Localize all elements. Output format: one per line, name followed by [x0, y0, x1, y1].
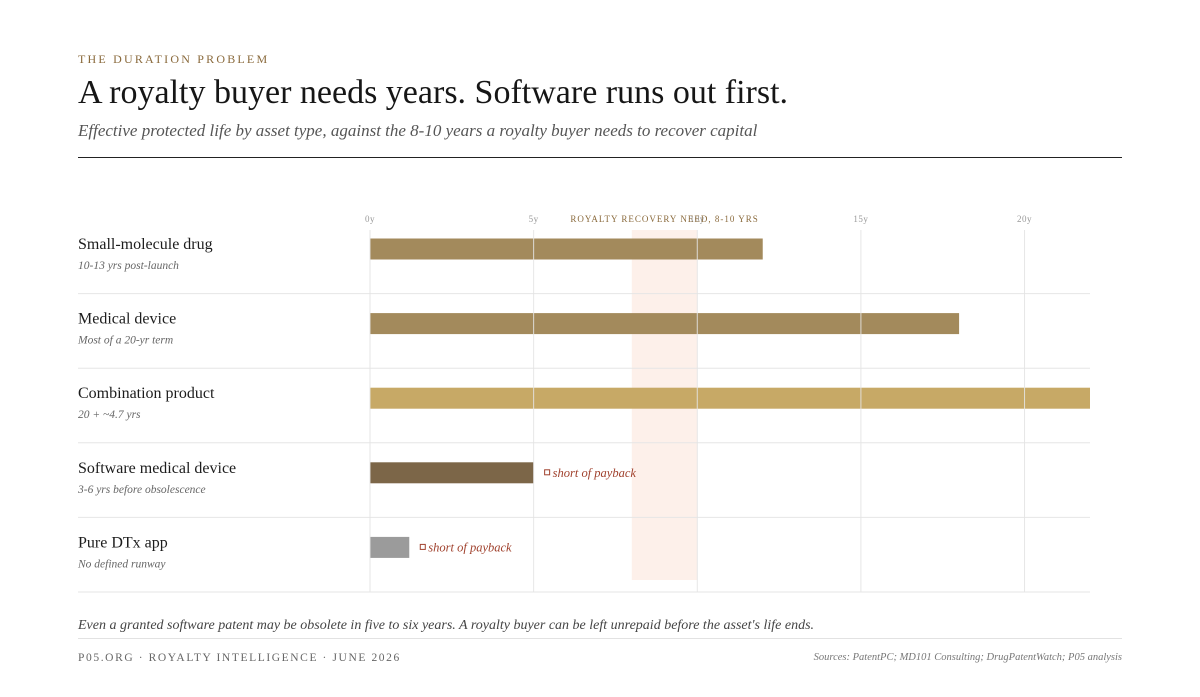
- warning-square-icon: [419, 543, 426, 550]
- footer-credit: P05.ORG · ROYALTY INTELLIGENCE · JUNE 20…: [78, 652, 401, 664]
- row-label: Small-molecule drug: [78, 236, 213, 253]
- row-sublabel: Most of a 20-yr term: [77, 335, 173, 347]
- x-tick-label: 15y: [853, 214, 868, 224]
- recovery-band-label: ROYALTY RECOVERY NEED, 8-10 YRS: [570, 214, 758, 224]
- row-sublabel: No defined runway: [77, 558, 166, 570]
- short-of-payback-note: short of payback: [553, 466, 637, 480]
- x-tick-label: 0y: [365, 214, 375, 224]
- bar-software-medical-device: [370, 462, 534, 484]
- row-label: Combination product: [78, 385, 215, 402]
- row-sublabel: 20 + ~4.7 yrs: [78, 409, 141, 421]
- bar-small-molecule-drug: [370, 238, 763, 260]
- footer-divider: [78, 638, 1122, 639]
- bar-combination-product: [370, 387, 1090, 409]
- x-tick-label: 5y: [529, 214, 539, 224]
- warning-square-icon: [544, 469, 551, 476]
- x-tick-label: 10y: [690, 214, 705, 224]
- row-sublabel: 3-6 yrs before obsolescence: [77, 484, 206, 496]
- bar-medical-device: [370, 313, 960, 335]
- footer-sources: Sources: PatentPC; MD101 Consulting; Dru…: [813, 652, 1122, 663]
- page-title: A royalty buyer needs years. Software ru…: [78, 74, 789, 111]
- row-label: Pure DTx app: [78, 534, 168, 551]
- short-of-payback-note: short of payback: [428, 540, 512, 554]
- row-label: Medical device: [78, 311, 176, 328]
- row-label: Software medical device: [78, 460, 236, 477]
- eyebrow: THE DURATION PROBLEM: [78, 52, 270, 66]
- x-tick-label: 20y: [1017, 214, 1032, 224]
- page-subtitle: Effective protected life by asset type, …: [78, 121, 758, 140]
- bar-pure-dtx-app: [370, 536, 410, 558]
- row-sublabel: 10-13 yrs post-launch: [78, 260, 179, 272]
- header-divider: [78, 157, 1122, 158]
- footnote: Even a granted software patent may be ob…: [78, 618, 815, 633]
